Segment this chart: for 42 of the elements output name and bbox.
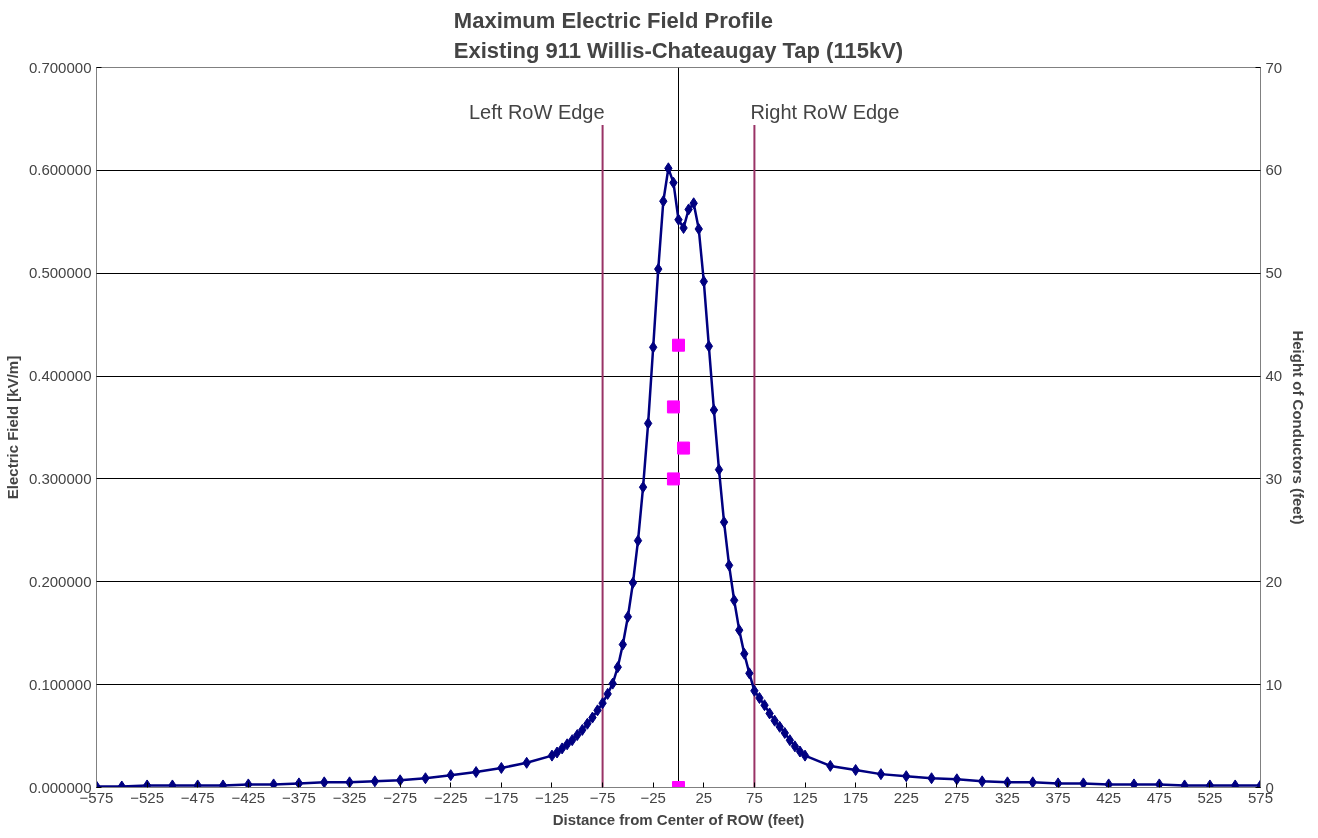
x-tick-label: −175 (484, 788, 519, 806)
y-tick-label: 0.400000 (28, 367, 92, 385)
x-tick-label: −325 (332, 788, 367, 806)
x-tick-label: −375 (282, 788, 316, 806)
x-tick-label: −275 (383, 788, 418, 806)
x-tick-label: 175 (843, 788, 869, 806)
x-tick-label: 475 (1146, 788, 1172, 806)
chart-title: Maximum Electric Field Profile Existing 911 Willis-Chateaugay Tap (115kV) (453, 7, 904, 63)
x-tick-label: 225 (893, 788, 919, 806)
x-tick-label: 375 (1045, 788, 1071, 806)
y2-tick-label: 40 (1265, 367, 1283, 385)
x-tick-label: −225 (433, 788, 468, 806)
y2-tick-label: 60 (1265, 161, 1283, 179)
x-tick-label: −75 (589, 788, 616, 806)
y-tick-label: 0.500000 (28, 264, 92, 282)
y-tick-label: 0.700000 (28, 58, 92, 76)
x-tick-label: −425 (231, 788, 266, 806)
x-tick-label: −125 (535, 788, 569, 806)
x-tick-label: 75 (746, 788, 763, 806)
x-tick-label: 325 (994, 788, 1020, 806)
x-tick-label: 275 (944, 788, 970, 806)
y2-axis-title: Height of Conductors (feet) (1290, 330, 1308, 525)
y2-tick-label: 70 (1265, 58, 1283, 76)
x-tick-label: −525 (130, 788, 165, 806)
y-axis-title: Electric Field [kV/m] (3, 355, 21, 500)
ref-line-label: Right RoW Edge (750, 101, 900, 124)
y2-tick-label: 20 (1265, 572, 1283, 590)
x-tick-label: 125 (792, 788, 818, 806)
y2-tick-label: 10 (1265, 675, 1283, 693)
y2-tick-label: 50 (1265, 264, 1283, 282)
x-tick-label: 525 (1197, 788, 1223, 806)
x-tick-label: −25 (640, 788, 666, 806)
y-tick-label: 0.100000 (28, 675, 92, 693)
y-tick-label: 0.300000 (28, 469, 92, 487)
y2-tick-label: 30 (1265, 469, 1283, 487)
x-tick-label: 25 (695, 788, 713, 806)
y-tick-label: 0.200000 (28, 572, 92, 590)
x-tick-label: −475 (180, 788, 215, 806)
x-tick-label: 425 (1096, 788, 1122, 806)
ref-line-label: Left RoW Edge (468, 101, 605, 124)
x-axis-title: Distance from Center of ROW (feet) (552, 810, 805, 828)
y-tick-label: 0.600000 (28, 161, 92, 179)
